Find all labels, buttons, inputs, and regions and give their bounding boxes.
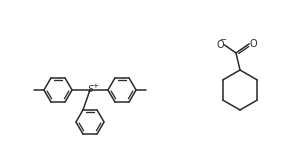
Text: +: + — [92, 83, 98, 89]
Text: O: O — [249, 39, 257, 49]
Text: O: O — [216, 40, 224, 50]
Text: −: − — [219, 35, 227, 44]
Text: S: S — [88, 85, 94, 95]
